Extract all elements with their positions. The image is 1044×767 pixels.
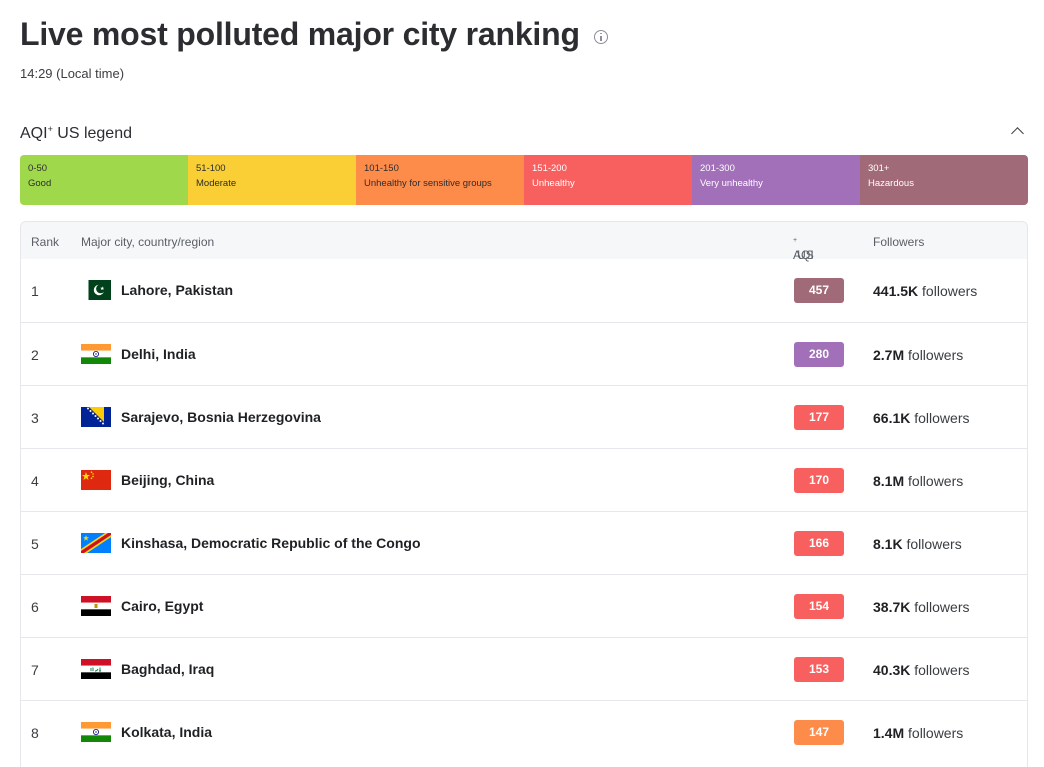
table-row[interactable]: 3 Sarajevo, Bosnia Herzegovina 177 66.1K fo… xyxy=(21,385,1027,448)
legend-range: 0-50 xyxy=(28,163,48,174)
legend-item: 101-150 Unhealthy for sensitive groups xyxy=(356,155,524,205)
legend-item: 301+ Hazardous xyxy=(860,155,1028,205)
rank-number: 7 xyxy=(31,662,39,678)
table-row[interactable]: 7 Baghdad, Iraq 153 40.3K followers xyxy=(21,637,1027,700)
aqi-badge: 147 xyxy=(794,720,844,745)
aqi-badge: 170 xyxy=(794,468,844,493)
table-header: Rank Major city, country/region AQI + US … xyxy=(21,222,1027,262)
rank-number: 1 xyxy=(31,283,39,299)
column-header-aqi: AQI + US xyxy=(793,237,814,262)
rank-number: 2 xyxy=(31,347,39,363)
chevron-up-icon[interactable] xyxy=(1011,127,1024,140)
rank-number: 8 xyxy=(31,725,39,741)
legend-range: 201-300 xyxy=(700,163,735,174)
followers-count: 8.1M followers xyxy=(873,473,964,489)
legend-item: 151-200 Unhealthy xyxy=(524,155,692,205)
rank-number: 6 xyxy=(31,599,39,615)
table-row[interactable]: 2 Delhi, India 280 2.7M followers xyxy=(21,322,1027,385)
followers-count: 8.1K followers xyxy=(873,536,962,552)
table-row[interactable]: 8 Kolkata, India 147 1.4M followers xyxy=(21,700,1027,763)
iraq-flag-icon xyxy=(81,659,111,679)
column-header-city: Major city, country/region xyxy=(81,235,215,249)
legend-item: 201-300 Very unhealthy xyxy=(692,155,860,205)
legend-range: 151-200 xyxy=(532,163,567,174)
city-name[interactable]: Kolkata, India xyxy=(121,724,213,740)
page-header: Live most polluted major city ranking xyxy=(20,16,608,53)
rank-number: 4 xyxy=(31,473,39,489)
rank-number: 3 xyxy=(31,410,39,426)
ranking-table: Rank Major city, country/region AQI + US … xyxy=(20,221,1028,767)
column-header-rank: Rank xyxy=(31,235,60,249)
legend-range: 51-100 xyxy=(196,163,226,174)
aqi-legend-bar: 0-50 Good 51-100 Moderate 101-150 Unhealthy f… xyxy=(20,155,1028,205)
legend-label: Unhealthy xyxy=(532,178,575,189)
city-name[interactable]: Delhi, India xyxy=(121,346,196,362)
city-name[interactable]: Cairo, Egypt xyxy=(121,598,204,614)
followers-count: 40.3K followers xyxy=(873,662,970,678)
legend-range: 101-150 xyxy=(364,163,399,174)
india-flag-icon xyxy=(81,344,111,364)
pakistan-flag-icon xyxy=(81,280,111,300)
table-row[interactable]: 4 Beijing, China 170 8.1M followers xyxy=(21,448,1027,511)
column-header-followers: Followers xyxy=(873,235,925,249)
legend-item: 0-50 Good xyxy=(20,155,188,205)
aqi-badge: 457 xyxy=(794,278,844,303)
aqi-badge: 280 xyxy=(794,342,844,367)
drc-flag-icon xyxy=(81,533,111,553)
legend-range: 301+ xyxy=(868,163,890,174)
aqi-badge: 154 xyxy=(794,594,844,619)
legend-header[interactable]: AQI+ US legend xyxy=(20,124,1028,144)
india-flag-icon xyxy=(81,722,111,742)
city-name[interactable]: Kinshasa, Democratic Republic of the Con… xyxy=(121,535,421,551)
legend-item: 51-100 Moderate xyxy=(188,155,356,205)
table-row[interactable]: 5 Kinshasa, Democratic Republic of the Co… xyxy=(21,511,1027,574)
page-title: Live most polluted major city ranking xyxy=(20,16,580,52)
legend-label: Good xyxy=(28,178,52,189)
egypt-flag-icon xyxy=(81,596,111,616)
rank-number: 5 xyxy=(31,536,39,552)
local-time: 14:29 (Local time) xyxy=(20,66,125,81)
legend-label: Unhealthy for sensitive groups xyxy=(364,178,492,189)
aqi-badge: 153 xyxy=(794,657,844,682)
followers-count: 441.5K followers xyxy=(873,283,978,299)
legend-label: Very unhealthy xyxy=(700,178,763,189)
followers-count: 66.1K followers xyxy=(873,410,970,426)
aqi-badge: 166 xyxy=(794,531,844,556)
table-row[interactable]: 1 Lahore, Pakistan 457 441.5K followers xyxy=(21,259,1027,322)
city-name[interactable]: Lahore, Pakistan xyxy=(121,282,234,298)
followers-count: 1.4M followers xyxy=(873,725,964,741)
bosnia-flag-icon xyxy=(81,407,111,427)
legend-label: Hazardous xyxy=(868,178,914,189)
table-row[interactable]: 6 Cairo, Egypt 154 38.7K followers xyxy=(21,574,1027,637)
city-name[interactable]: Sarajevo, Bosnia Herzegovina xyxy=(121,409,321,425)
followers-count: 2.7M followers xyxy=(873,347,964,363)
legend-label: Moderate xyxy=(196,178,237,189)
info-icon[interactable] xyxy=(593,29,608,44)
china-flag-icon xyxy=(81,470,111,490)
followers-count: 38.7K followers xyxy=(873,599,970,615)
city-name[interactable]: Beijing, China xyxy=(121,472,215,488)
aqi-badge: 177 xyxy=(794,405,844,430)
city-name[interactable]: Baghdad, Iraq xyxy=(121,661,215,677)
legend-title: AQI+ US legend xyxy=(20,124,132,142)
